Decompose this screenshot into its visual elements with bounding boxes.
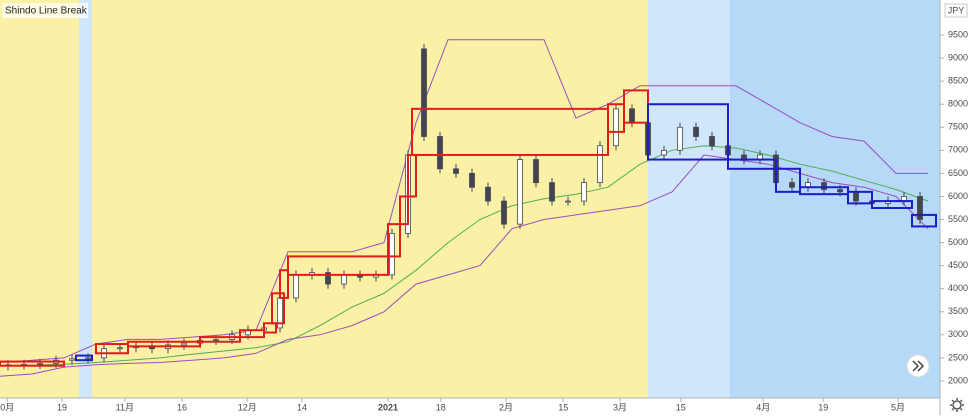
candle-body [597,145,603,184]
line-break-brick [271,292,285,325]
line-break-brick [847,190,873,205]
x-tick-label: 15 [558,402,568,412]
candle-body [565,200,571,203]
x-tick-label: 2021 [378,402,398,412]
line-break-brick [127,340,201,348]
candle-body [517,159,523,225]
y-tick-label: 4500 [948,260,968,270]
candle-body [677,126,683,151]
x-tick-label: 19 [818,402,828,412]
candle-body [341,274,347,285]
background-band [648,0,730,398]
candle-body [853,191,859,202]
background-band [79,0,92,398]
candle-body [437,136,443,170]
line-break-brick [95,343,129,355]
line-break-brick [911,213,937,228]
y-tick-label: 3000 [948,329,968,339]
chart-title: Shindo Line Break [5,6,88,17]
line-break-brick [199,336,241,343]
x-tick-label: 15 [676,402,686,412]
line-break-brick [871,200,913,209]
candle-body [213,339,219,341]
indicator-line [0,39,928,363]
y-tick-label: 6000 [948,191,968,201]
y-tick-label: 5000 [948,237,968,247]
candle-body [69,358,75,361]
candle-body [581,182,587,202]
line-break-brick [387,223,401,258]
candle-body [917,196,923,220]
scroll-button[interactable] [906,354,930,378]
line-break-brick [263,322,277,334]
currency: JPY [948,5,965,15]
line-break-brick [775,167,801,193]
y-tick-label: 2000 [948,375,968,385]
candle-body [85,357,91,360]
candle-body [533,159,539,184]
x-tick-label: 2月 [499,402,513,412]
candle-body [629,108,635,124]
background-band [730,0,940,398]
candle-body [837,189,843,193]
line-break-brick [279,269,289,299]
plot [0,39,937,377]
candle-body [421,48,427,137]
candle-body [181,342,187,346]
settings-button[interactable] [950,398,964,412]
x-tick-label: 14 [297,402,307,412]
candle-body [821,182,827,190]
x-tick-label: 12月 [238,402,257,412]
line-break-brick [647,103,729,161]
candle-body [613,108,619,147]
y-tick-label: 8000 [948,99,968,109]
y-tick-label: 7500 [948,122,968,132]
candle-body [325,272,331,285]
y-tick-label: 9500 [948,29,968,39]
x-tick-label: 4月 [756,402,770,412]
line-break-brick [399,195,409,226]
candle-body [693,126,699,137]
line-break-brick [239,329,265,339]
candle-body [789,182,795,188]
gear-teeth[interactable] [950,398,964,412]
title-bg [2,3,88,18]
x-tick-label: 11月 [116,402,134,412]
scroll-icon[interactable] [912,360,925,372]
candle-body [469,173,475,188]
x-tick-label: 16 [177,402,187,412]
y-tick-label: 3500 [948,306,968,316]
candle-body [117,347,123,350]
y-tick-label: 5500 [948,214,968,224]
x-tick-label: 3月 [613,402,627,412]
candle-body [37,363,43,365]
line-break-brick [727,158,777,170]
x-tick-label: 18 [436,402,446,412]
candle-body [661,149,667,156]
gear-ring[interactable] [952,400,962,410]
x-tick-label: 19 [57,402,67,412]
y-tick-label: 8500 [948,76,968,86]
y-tick-label: 4000 [948,283,968,293]
line-break-brick [799,186,849,196]
candle-body [501,200,507,225]
candle-body [709,136,715,147]
line-break-brick [75,354,93,362]
candle-body [549,182,555,202]
x-tick-label: 5月 [891,402,905,412]
candle-body [293,274,299,299]
currency-box [944,3,968,18]
y-tick-label: 6500 [948,168,968,178]
candle-body [453,168,459,174]
y-tick-label: 7000 [948,145,968,155]
candle-body [485,186,491,202]
x-tick-label: 0月 [0,402,14,412]
y-tick-label: 2500 [948,352,968,362]
line-break-brick [287,255,389,276]
y-tick-label: 9000 [948,52,968,62]
candle-body [389,232,395,276]
line-break-brick [0,360,65,367]
